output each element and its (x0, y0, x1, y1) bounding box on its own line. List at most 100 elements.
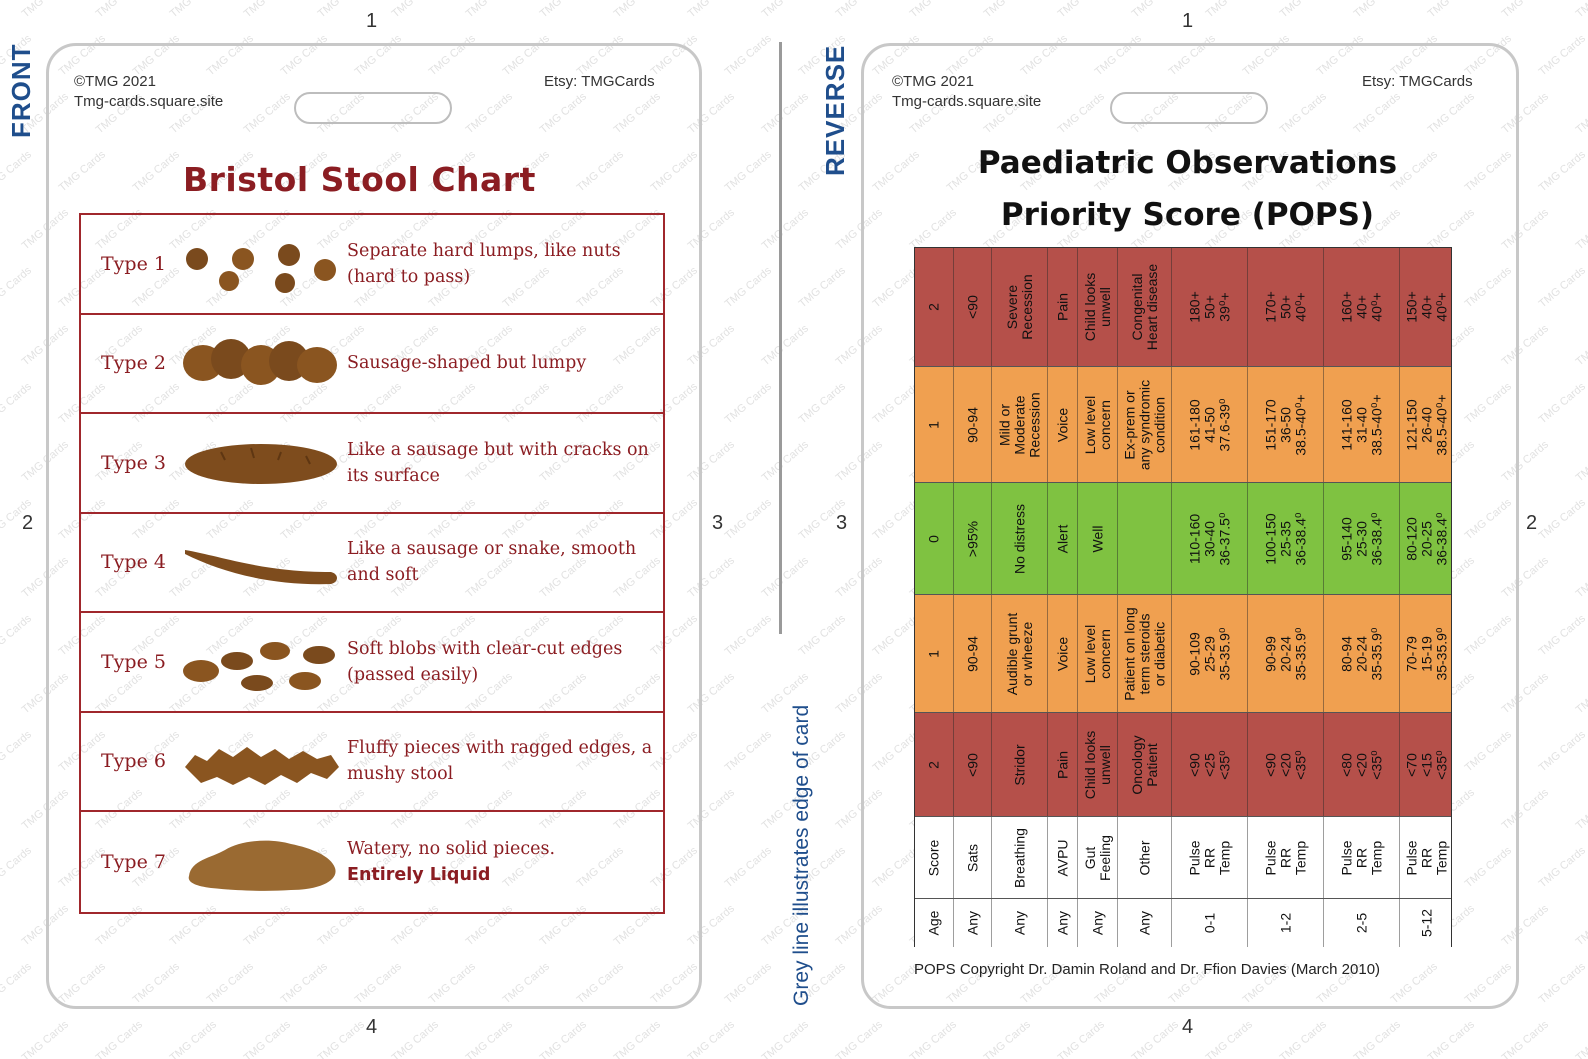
pops-cell: Well (1077, 483, 1117, 595)
pops-cell-text: 0-1 (1201, 912, 1217, 934)
pops-cell-text: Any (1136, 910, 1152, 936)
pops-cell-text: Pulse RR Temp (1262, 840, 1308, 876)
pops-band: 1 90-94 Audible grunt or wheeze Voice Low le… (915, 594, 1451, 713)
type-desc-line1: Sausage-shaped but lumpy (347, 353, 587, 374)
pops-cell: 0 (915, 483, 953, 595)
watermark-text: TMG Cards (316, 0, 368, 20)
watermark-text: TMG Cards (1537, 612, 1588, 658)
pops-cell-text: 170+ 50+ 40⁰+ (1262, 291, 1308, 323)
type-desc-line2: mushy stool (347, 764, 454, 785)
pops-cell: AVPU (1047, 817, 1077, 899)
pops-band: 1 90-94 Mild or Moderate Recession Voice Low… (915, 366, 1451, 483)
watermark-text: TMG Cards (760, 0, 812, 20)
pops-cell-text: 2-5 (1353, 912, 1369, 934)
watermark-text: TMG Cards (723, 960, 775, 1006)
pops-cell-text: 100-150 25-35 36-38.4⁰ (1262, 512, 1308, 566)
pops-cell: <80 <20 <35⁰ (1323, 713, 1399, 817)
stool-type-7-illustration (188, 840, 336, 891)
watermark-text: TMG Cards (908, 1018, 960, 1059)
watermark-text: TMG Cards (20, 1018, 72, 1059)
watermark-text: TMG Cards (1537, 264, 1588, 310)
stool-type-6-illustration (185, 746, 339, 785)
watermark-text: TMG Cards (1056, 0, 1108, 20)
pops-cell: Ex-prem or any syndromic condition (1117, 367, 1171, 483)
watermark-text: TMG Cards (0, 264, 34, 310)
bristol-row-type-6: Type 6 Fluffy pieces with ragged edges, … (81, 713, 663, 812)
pops-cell: Stridor (991, 713, 1047, 817)
pops-cell: <90 (953, 713, 991, 817)
watermark-text: TMG Cards (1352, 0, 1404, 20)
type-description: Separate hard lumps, like nuts (hard to … (347, 215, 657, 313)
pops-cell: Any (1117, 899, 1171, 947)
front-site: Tmg-cards.square.site (74, 93, 224, 110)
pops-cell-text: Any (1089, 910, 1105, 936)
watermark-text: TMG Cards (168, 1018, 220, 1059)
pops-cell-text: 160+ 40+ 40⁰+ (1338, 291, 1384, 323)
pops-band: 2 <90 Stridor Pain Child looks unwell Oncolog… (915, 712, 1451, 817)
pops-cell-text: Pain (1054, 292, 1070, 322)
pops-cell: Any (991, 899, 1047, 947)
pops-cell-text: 90-99 20-24 35-35.9⁰ (1262, 627, 1308, 681)
type-desc-line2: Entirely Liquid (347, 864, 491, 885)
pops-cell-text: Low level concern (1081, 395, 1113, 455)
pops-cell: Gut Feeling (1077, 817, 1117, 899)
pops-cell: Score (915, 817, 953, 899)
pops-band: 2 <90 Severe Recession Pain Child looks unwe… (915, 248, 1451, 366)
pops-cell-text: 161-180 41-50 37.6-39⁰ (1186, 398, 1232, 452)
watermark-text: TMG Cards (20, 0, 72, 20)
pops-cell-text: 90-94 (964, 636, 980, 672)
watermark-text: TMG Cards (1537, 380, 1588, 426)
watermark-text: TMG Cards (760, 90, 812, 136)
pops-cell-text: 180+ 50+ 39⁰+ (1186, 291, 1232, 323)
watermark-text: TMG Cards (834, 1018, 886, 1059)
pops-cell-text: Score (925, 839, 942, 877)
pops-cell-text: Child looks unwell (1081, 730, 1113, 800)
edge-number-mid-right-inner: 3 (836, 512, 848, 534)
pops-cell: Pulse RR Temp (1399, 817, 1453, 899)
pops-cell: Age (915, 899, 953, 947)
pops-cell-text: AVPU (1054, 839, 1070, 877)
watermark-text: TMG Cards (1574, 322, 1588, 368)
pops-cell-text: Voice (1054, 407, 1070, 443)
watermark-text: TMG Cards (686, 1018, 738, 1059)
type-desc-line1: Fluffy pieces with ragged edges, a (347, 738, 653, 759)
edge-number-top-left: 1 (366, 10, 378, 32)
pops-cell: 161-180 41-50 37.6-39⁰ (1171, 367, 1247, 483)
watermark-text: TMG Cards (1130, 1018, 1182, 1059)
pops-cell-text: 2 (925, 761, 942, 769)
pops-cell: 2 (915, 248, 953, 366)
pops-cell-text: Patient on long term steroids or diabeti… (1121, 607, 1167, 701)
pops-cell-text: 110-160 30-40 36-37.5⁰ (1186, 512, 1232, 566)
watermark-text: TMG Cards (1537, 32, 1588, 78)
pops-cell-text: 1 (925, 421, 942, 429)
watermark-text: TMG Cards (1278, 0, 1330, 20)
pops-cell-text: 70-79 15-19 35-35.9⁰ (1403, 627, 1449, 681)
watermark-text: TMG Cards (464, 0, 516, 20)
type-label: Type 6 (101, 750, 166, 773)
pops-cell-text: >95% (964, 520, 980, 558)
watermark-text: TMG Cards (0, 380, 34, 426)
watermark-text: TMG Cards (538, 1018, 590, 1059)
type-desc-line1: Separate hard lumps, like nuts (347, 240, 621, 261)
pops-cell: 151-170 36-50 38.5-40⁰+ (1247, 367, 1323, 483)
pops-cell-text: Pulse RR Temp (1186, 840, 1232, 876)
watermark-text: TMG Cards (1352, 1018, 1404, 1059)
type-label: Type 1 (101, 252, 166, 275)
watermark-text: TMG Cards (1130, 0, 1182, 20)
pops-cell-text: 1 (925, 650, 942, 658)
pops-cell: 90-94 (953, 367, 991, 483)
pops-cell-text: Breathing (1011, 828, 1027, 888)
edge-number-top-right: 1 (1182, 10, 1194, 32)
pops-cell-text: Gut Feeling (1081, 835, 1113, 881)
pops-cell: 70-79 15-19 35-35.9⁰ (1399, 595, 1453, 713)
pops-cell: 90-109 25-29 35-35.9⁰ (1171, 595, 1247, 713)
watermark-text: TMG Cards (834, 0, 886, 20)
pops-cell: 0-1 (1171, 899, 1247, 947)
pops-cell-text: 90-94 (964, 407, 980, 443)
stool-type-1-illustration (186, 244, 336, 293)
pops-cell: 180+ 50+ 39⁰+ (1171, 248, 1247, 366)
pops-cell-text: Pulse RR Temp (1403, 840, 1449, 876)
reverse-site: Tmg-cards.square.site (892, 93, 1042, 110)
watermark-text: TMG Cards (760, 1018, 812, 1059)
reverse-etsy: Etsy: TMGCards (1362, 73, 1473, 90)
